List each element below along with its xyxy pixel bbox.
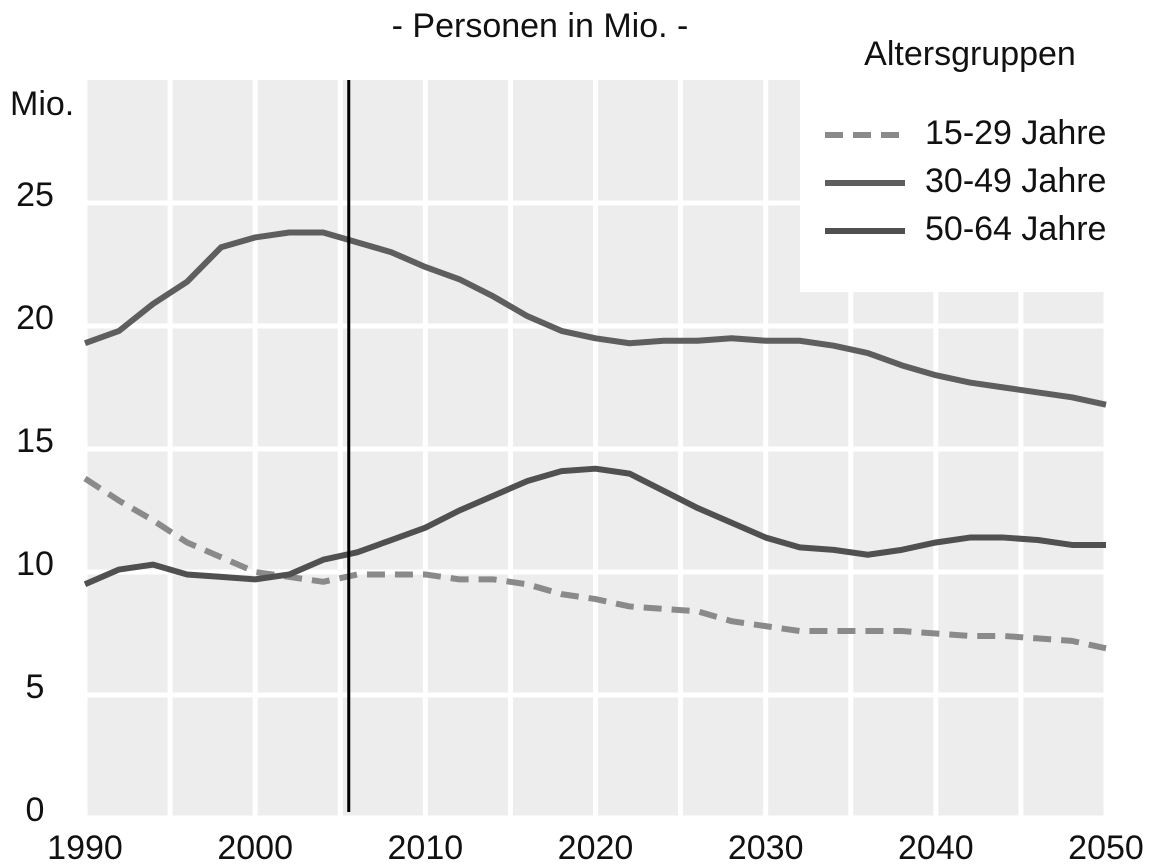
y-tick-label: 15 xyxy=(16,422,54,460)
legend-title: Altersgruppen xyxy=(864,35,1076,73)
y-tick-label: 5 xyxy=(26,668,45,706)
x-tick-label: 2020 xyxy=(558,829,634,867)
y-tick-label: 25 xyxy=(16,176,54,214)
x-tick-label: 2030 xyxy=(728,829,804,867)
x-tick-label: 1990 xyxy=(47,829,123,867)
x-tick-label: 2000 xyxy=(217,829,293,867)
legend-label: 50-64 Jahre xyxy=(925,210,1106,248)
legend-box xyxy=(800,30,1106,292)
x-tick-label: 2050 xyxy=(1068,829,1144,867)
y-axis-label: Mio. xyxy=(10,85,74,123)
x-tick-label: 2040 xyxy=(898,829,974,867)
series-line xyxy=(83,465,1106,588)
chart-title: - Personen in Mio. - xyxy=(392,7,689,45)
legend-label: 15-29 Jahre xyxy=(925,114,1106,152)
x-tick-label: 2010 xyxy=(388,829,464,867)
legend-label: 30-49 Jahre xyxy=(925,162,1106,200)
y-tick-label: 0 xyxy=(26,791,45,829)
series-line xyxy=(83,229,1107,408)
series-line xyxy=(83,476,1107,652)
y-tick-label: 20 xyxy=(16,299,54,337)
y-tick-label: 10 xyxy=(16,545,54,583)
